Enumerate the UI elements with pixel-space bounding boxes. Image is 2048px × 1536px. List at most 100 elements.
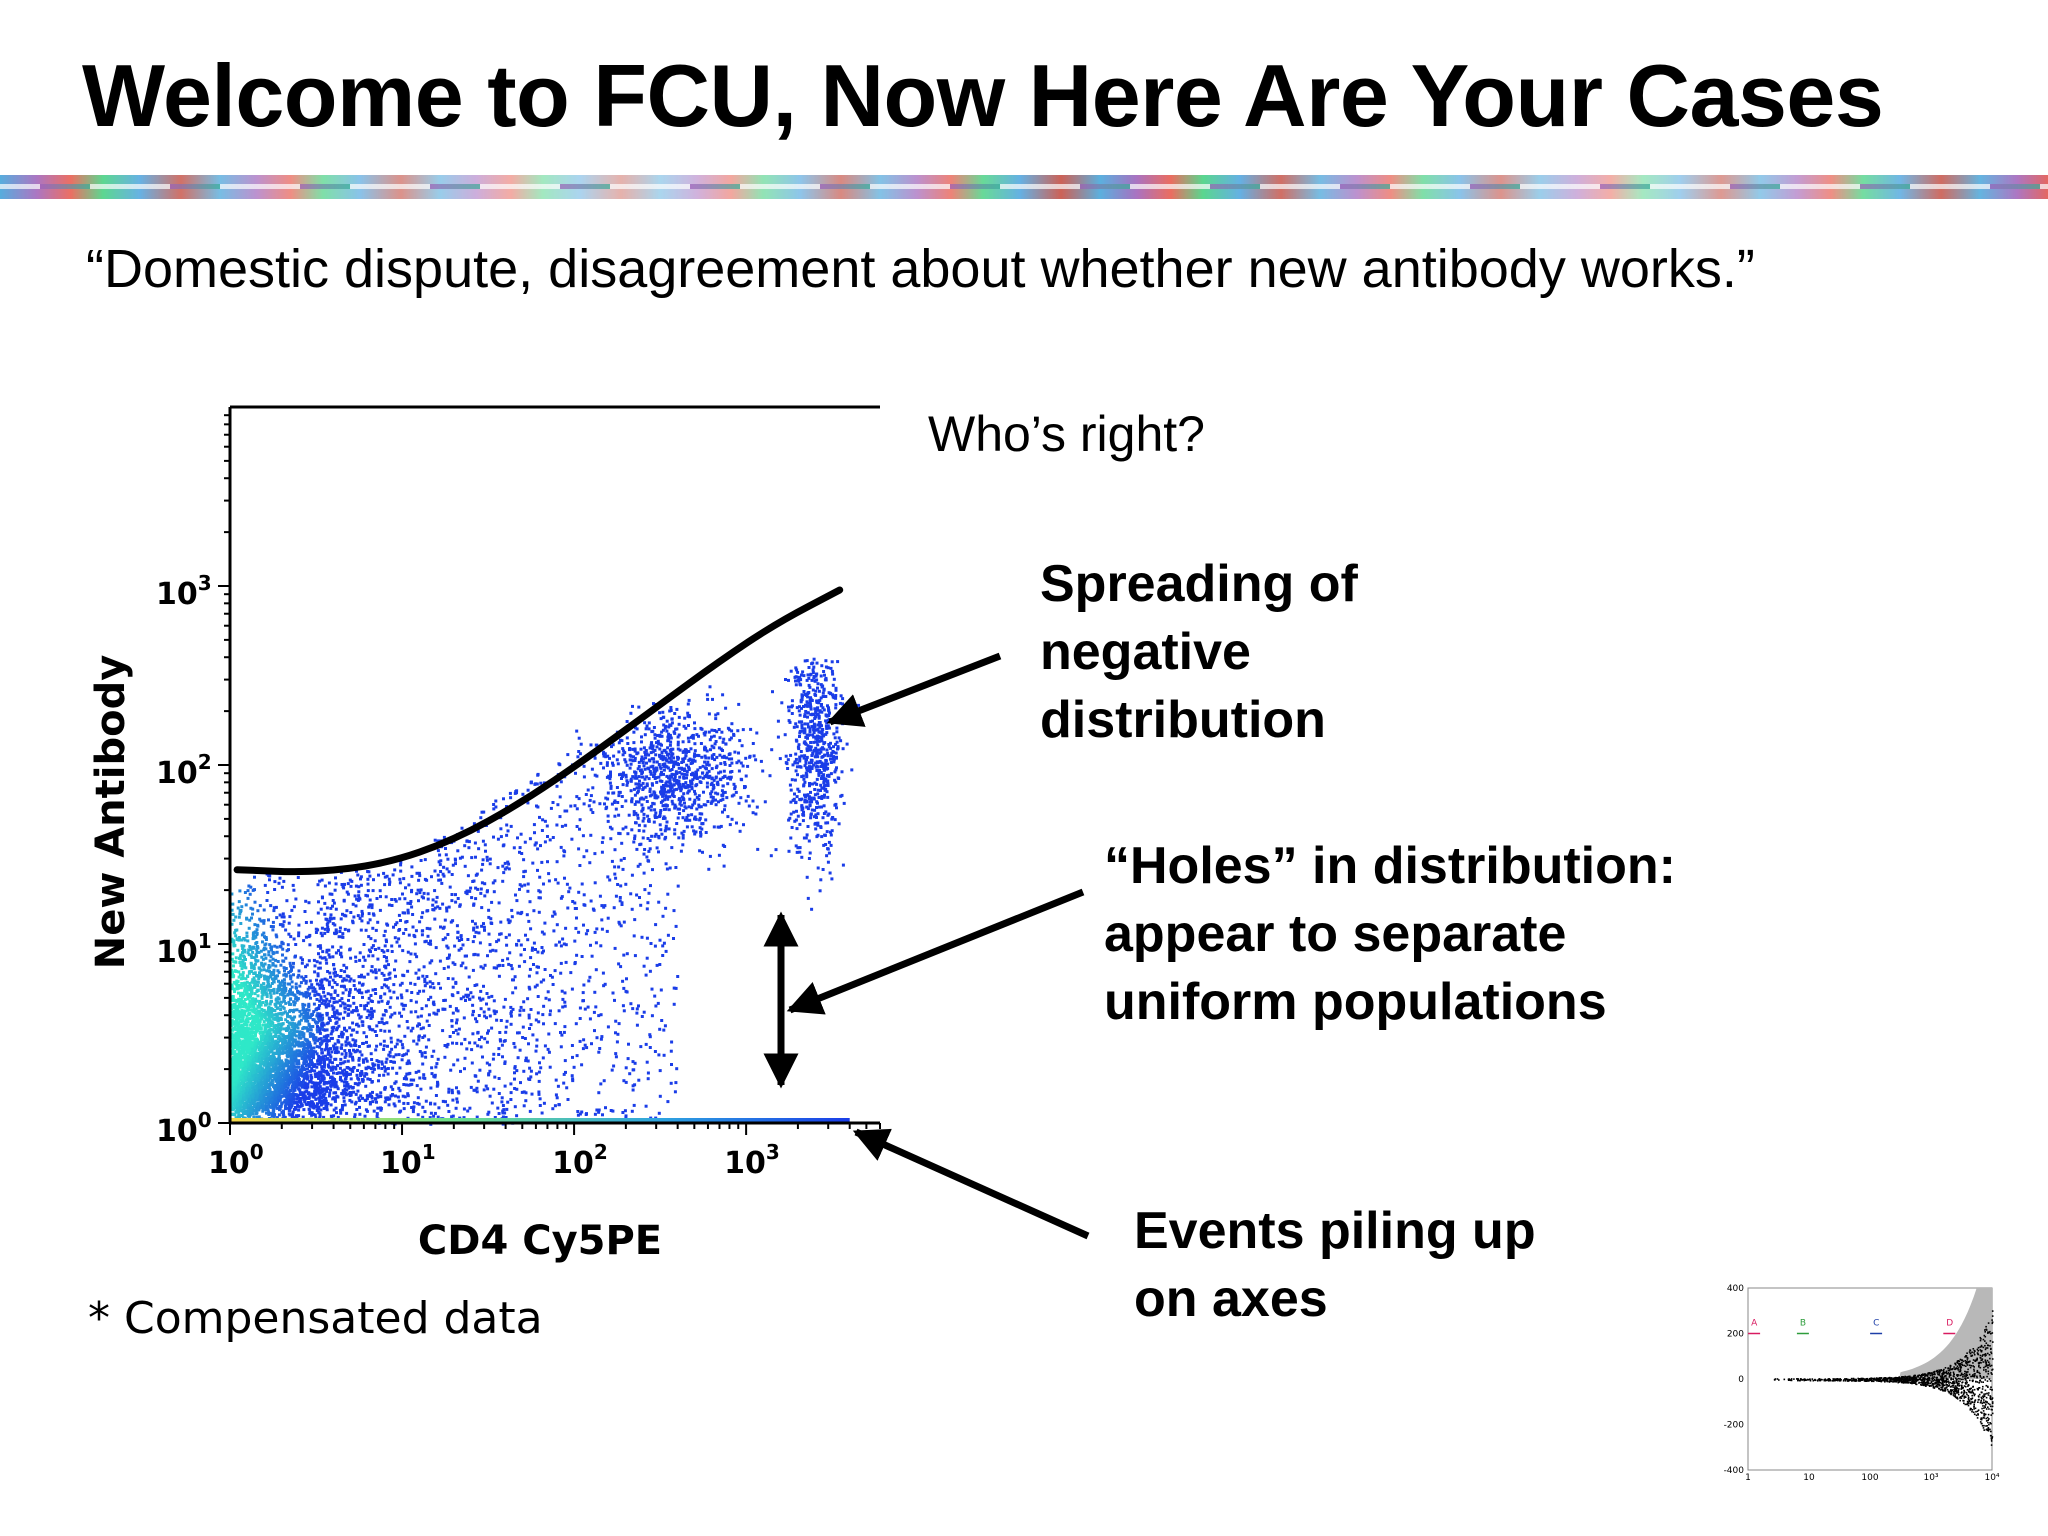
data-point	[514, 893, 517, 897]
data-point	[251, 1089, 255, 1093]
data-point	[302, 1075, 306, 1078]
data-point	[552, 929, 556, 933]
data-point	[309, 986, 313, 990]
data-point	[299, 956, 303, 960]
data-point	[285, 949, 289, 953]
data-point	[320, 1047, 324, 1051]
data-point	[323, 994, 327, 998]
data-point	[240, 1049, 244, 1053]
data-point	[509, 1082, 513, 1086]
data-point	[279, 992, 282, 996]
data-point	[321, 1056, 325, 1060]
data-point	[389, 996, 393, 1000]
data-point	[358, 991, 361, 994]
data-point	[394, 1094, 397, 1098]
data-point	[413, 952, 417, 956]
data-point	[438, 853, 442, 857]
data-point	[236, 1102, 239, 1106]
data-point	[284, 1041, 288, 1045]
data-point	[285, 1098, 289, 1102]
data-point	[523, 840, 527, 844]
data-point	[412, 933, 416, 937]
data-point	[292, 1065, 296, 1068]
data-point	[331, 1065, 335, 1069]
data-point	[417, 1102, 421, 1106]
data-point	[282, 1068, 286, 1072]
data-point	[298, 1097, 302, 1100]
data-point	[261, 1104, 265, 1108]
data-point	[257, 1067, 261, 1071]
data-point	[279, 1077, 283, 1081]
data-point	[299, 1041, 302, 1045]
data-point	[260, 933, 264, 937]
data-point	[442, 967, 446, 970]
data-point	[235, 1108, 239, 1112]
data-point	[251, 932, 255, 936]
data-point	[617, 865, 621, 869]
data-point	[300, 1070, 304, 1074]
data-point	[327, 983, 331, 987]
data-point	[504, 1025, 508, 1029]
data-point	[247, 1002, 251, 1006]
data-point	[414, 1070, 418, 1074]
data-point	[269, 955, 273, 959]
data-point	[242, 1093, 245, 1097]
data-point	[230, 1019, 234, 1023]
data-point	[438, 959, 442, 963]
data-point	[350, 1010, 354, 1014]
data-point	[246, 889, 250, 893]
data-point	[606, 916, 610, 920]
data-point	[233, 990, 237, 993]
data-point	[233, 1104, 237, 1108]
data-point	[508, 791, 512, 795]
data-point	[322, 1035, 326, 1039]
data-point	[265, 1017, 269, 1021]
data-point	[325, 1105, 329, 1108]
data-point	[316, 1059, 320, 1063]
data-point	[526, 889, 530, 893]
data-point	[274, 1032, 278, 1036]
data-point	[250, 1014, 254, 1018]
data-point	[251, 1048, 255, 1052]
data-point	[261, 992, 265, 996]
data-point	[619, 924, 623, 928]
data-point	[543, 968, 547, 971]
data-point	[275, 1116, 279, 1120]
data-point	[293, 1075, 297, 1079]
data-point	[493, 1075, 497, 1079]
data-point	[281, 1080, 285, 1084]
data-point	[296, 1096, 300, 1100]
data-point	[283, 969, 286, 973]
data-point	[289, 1029, 293, 1033]
data-point	[256, 988, 260, 992]
data-point	[613, 872, 617, 876]
data-point	[241, 976, 245, 980]
data-point	[312, 1010, 316, 1014]
data-point	[289, 1051, 293, 1055]
data-point	[645, 936, 649, 940]
data-point	[307, 959, 311, 963]
data-point	[321, 950, 325, 954]
data-point	[272, 951, 276, 955]
data-point	[274, 964, 278, 968]
data-point	[293, 1022, 297, 1026]
data-point	[265, 1075, 269, 1079]
data-point	[262, 1096, 266, 1100]
data-point	[505, 833, 509, 837]
data-point	[600, 850, 604, 854]
data-point	[253, 1038, 257, 1042]
data-point	[419, 1087, 423, 1091]
data-point	[296, 975, 300, 979]
data-point	[339, 917, 343, 921]
data-point	[310, 1085, 314, 1089]
data-point	[674, 1081, 678, 1085]
data-point	[274, 1079, 278, 1083]
data-point	[287, 1095, 291, 1099]
data-point	[231, 972, 234, 976]
data-point	[260, 1100, 264, 1104]
data-point	[272, 980, 276, 984]
data-point	[314, 1036, 318, 1040]
data-point	[409, 1078, 413, 1082]
data-point	[304, 1050, 308, 1053]
data-point	[276, 1001, 280, 1005]
